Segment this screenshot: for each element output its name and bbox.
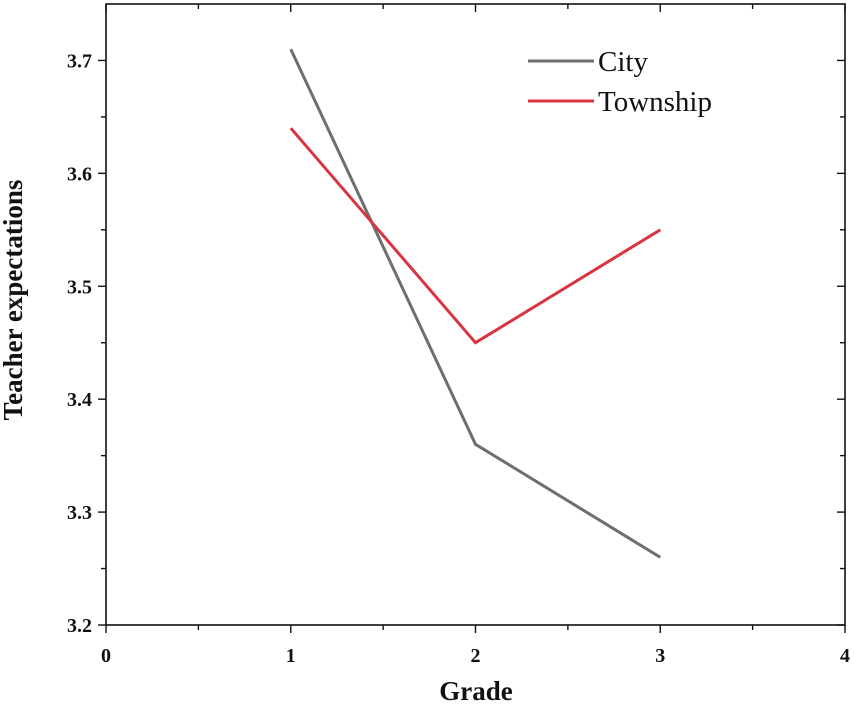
- x-tick-label: 2: [471, 645, 481, 667]
- y-tick-label: 3.5: [67, 276, 92, 298]
- y-tick-label: 3.4: [67, 389, 92, 411]
- x-tick-label: 1: [286, 645, 296, 667]
- y-tick-label: 3.7: [67, 50, 92, 72]
- x-tick-label: 4: [840, 645, 850, 667]
- series-lines: [289, 48, 662, 559]
- y-tick-label: 3.2: [67, 615, 92, 637]
- y-tick-label: 3.3: [67, 502, 92, 524]
- x-tick-label: 3: [655, 645, 665, 667]
- x-tick-label: 0: [101, 645, 111, 667]
- axes-frame: [105, 3, 846, 626]
- x-axis-ticks: 0 1 2 3 4: [101, 4, 850, 667]
- plot-frame: [105, 3, 846, 626]
- y-axis-ticks: 3.2 3.3 3.4 3.5 3.6 3.7: [67, 50, 845, 637]
- y-axis-title: Teacher expectations: [0, 180, 28, 421]
- series-line-city: [289, 48, 662, 559]
- legend-label-township: Township: [598, 86, 712, 118]
- x-axis-title: Grade: [439, 676, 513, 704]
- y-tick-label: 3.6: [67, 163, 92, 185]
- legend: City Township: [528, 46, 712, 118]
- series-line-township: [289, 127, 662, 345]
- legend-label-city: City: [598, 46, 648, 78]
